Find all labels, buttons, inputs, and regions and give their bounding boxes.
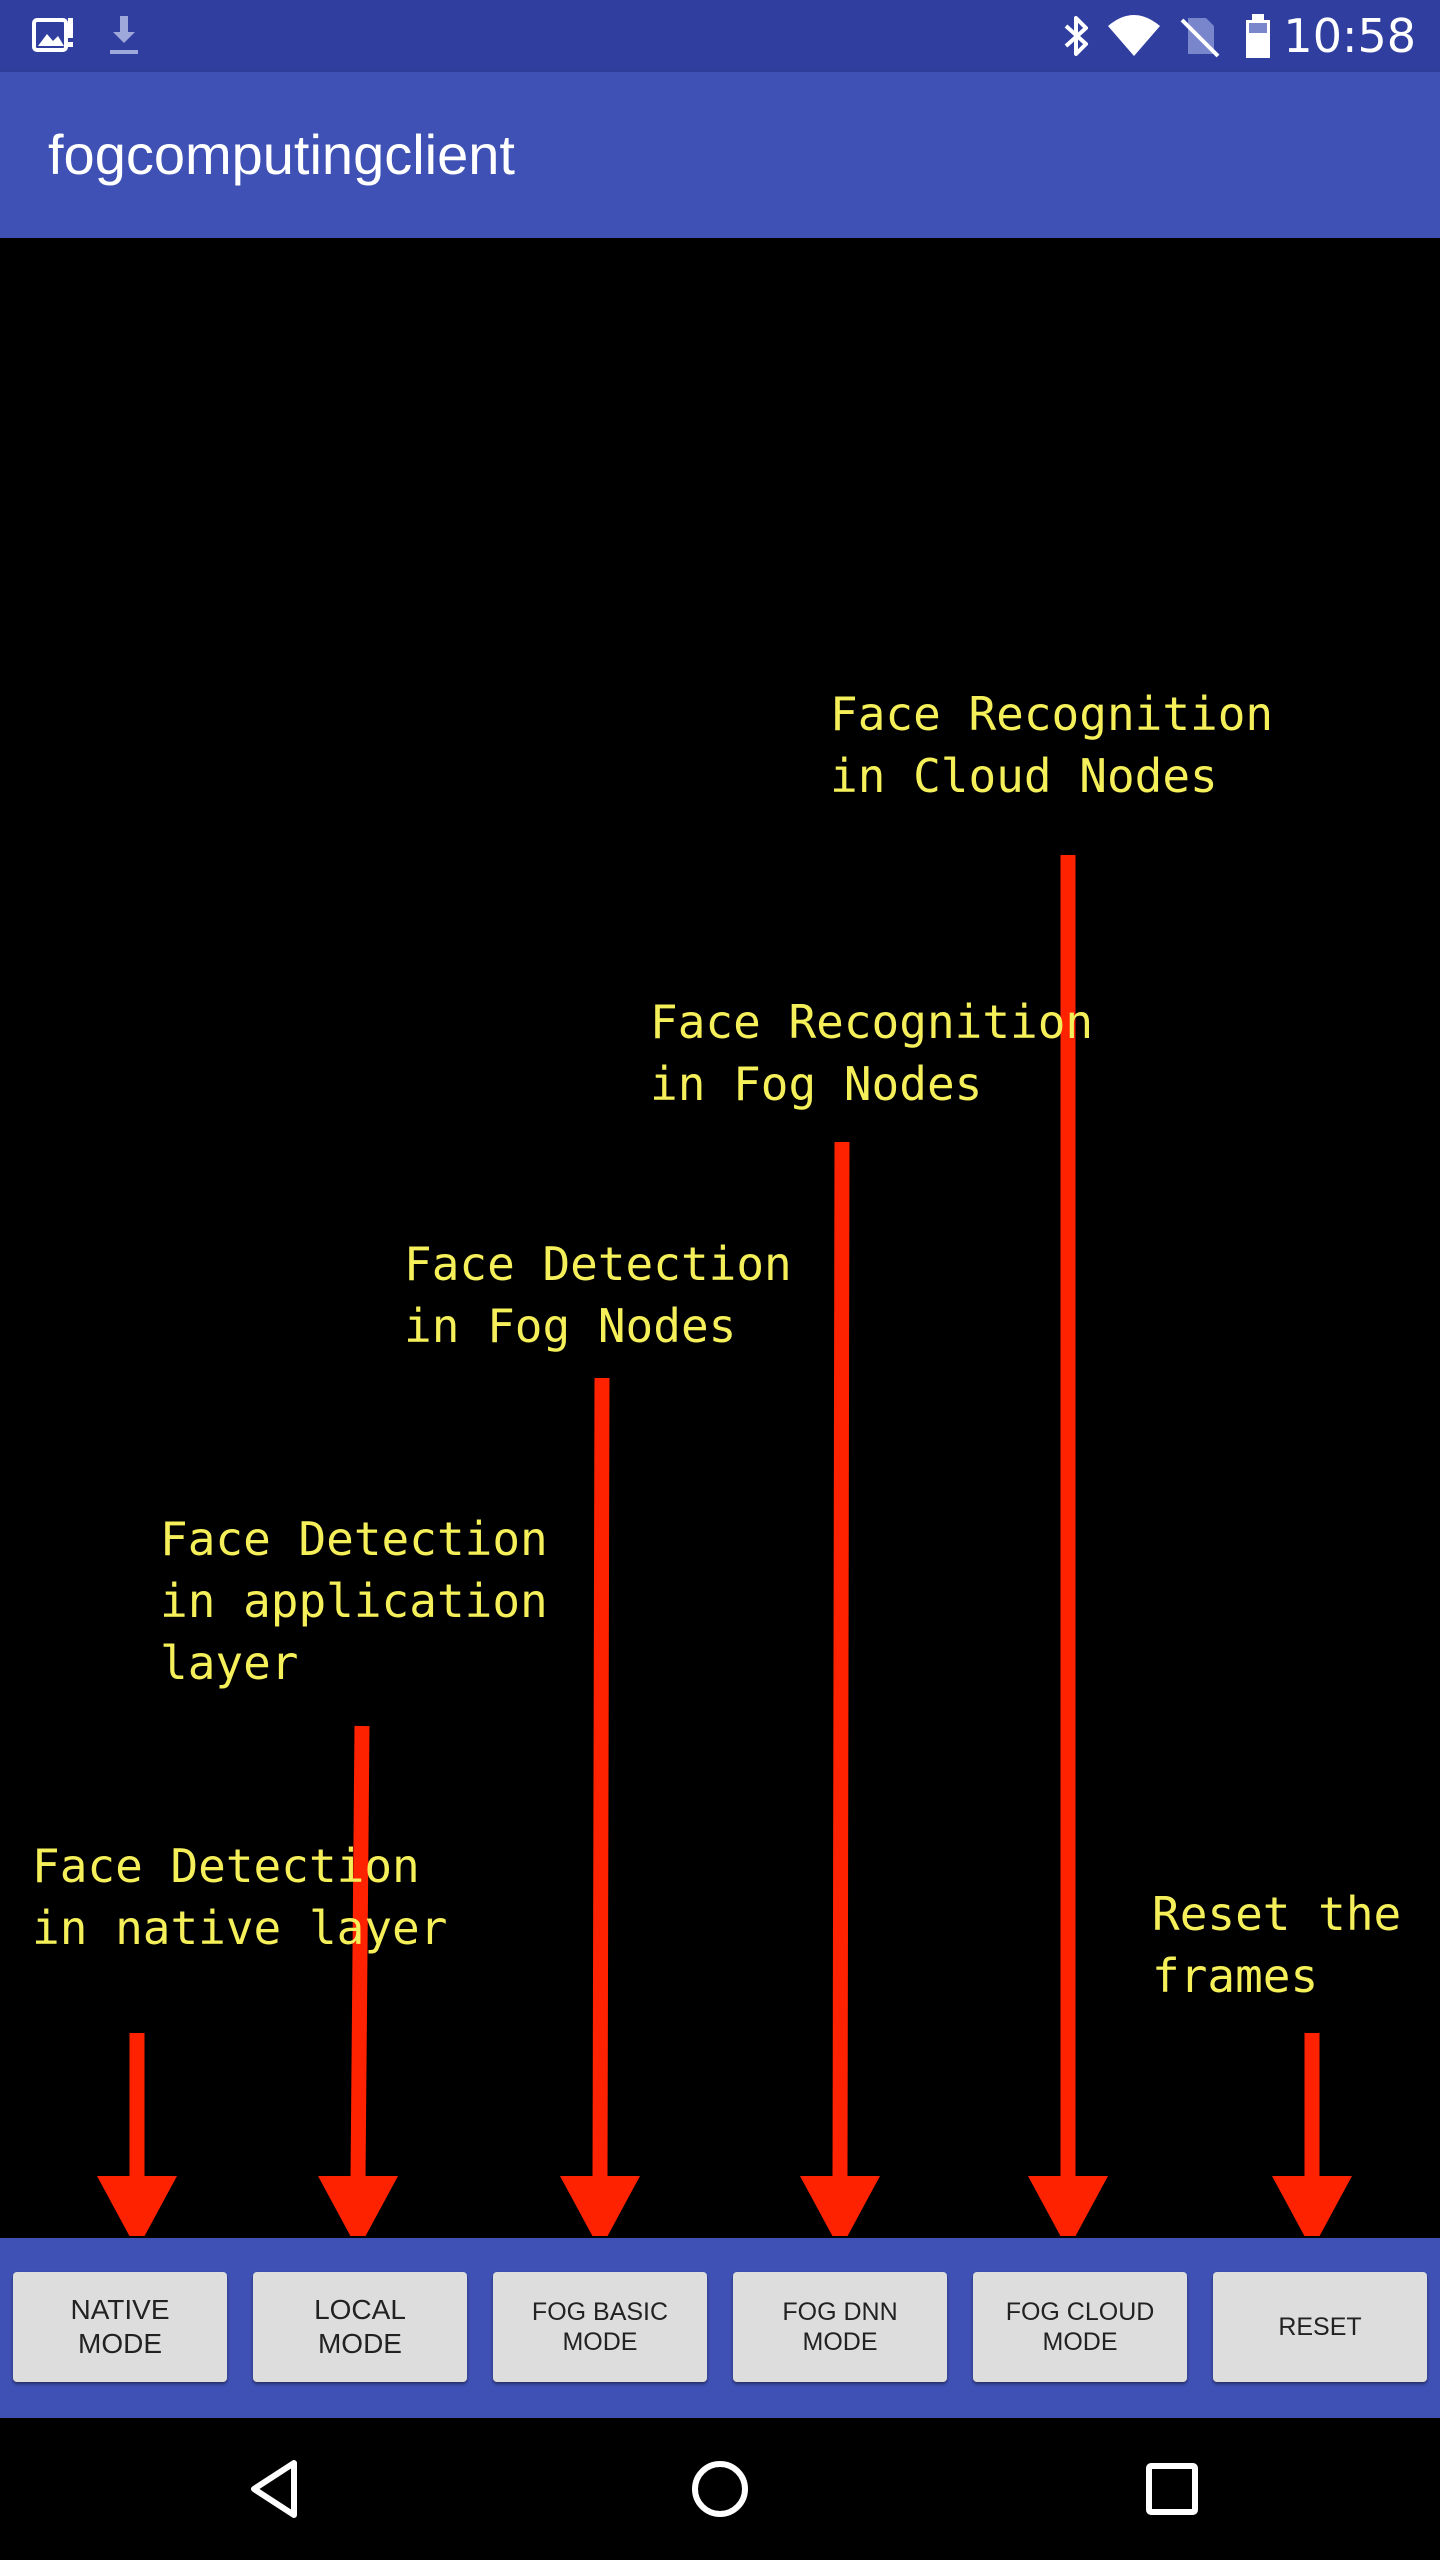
- fog-cloud-mode-button-label: FOG CLOUD MODE: [1005, 2298, 1155, 2356]
- local-mode-button-label: LOCAL MODE: [314, 2294, 406, 2359]
- fog-basic-mode-button-label: FOG BASIC MODE: [531, 2298, 669, 2356]
- bluetooth-icon: [1064, 16, 1088, 56]
- status-time: 10:58: [1283, 9, 1416, 63]
- arrow-fog-dnn: [800, 1141, 880, 2236]
- fog-basic-mode-button[interactable]: FOG BASIC MODE: [493, 2272, 707, 2382]
- fog-dnn-mode-button[interactable]: FOG DNN MODE: [733, 2272, 947, 2382]
- app-title: fogcomputingclient: [48, 123, 515, 186]
- camera-preview: Face Detection in native layer Face Dete…: [0, 238, 1440, 2236]
- battery-icon: [1246, 14, 1270, 58]
- annotation-fog-cloud-mode: Face Recognition in Cloud Nodes: [830, 687, 1274, 803]
- arrow-fog-basic: [560, 1377, 640, 2236]
- back-icon[interactable]: [236, 2449, 316, 2529]
- annotation-native-mode: Face Detection in native layer: [32, 1839, 448, 1955]
- arrow-reset: [1272, 2033, 1352, 2236]
- annotation-local-mode: Face Detection in application layer: [160, 1512, 548, 1690]
- download-icon: [110, 16, 138, 54]
- home-icon[interactable]: [680, 2449, 760, 2529]
- native-mode-button-label: NATIVE MODE: [70, 2294, 170, 2359]
- annotation-fog-basic-mode: Face Detection in Fog Nodes: [404, 1237, 792, 1353]
- reset-button-label: RESET: [1278, 2313, 1362, 2341]
- arrow-overlay: [97, 855, 1352, 2236]
- status-bar: 10:58: [0, 0, 1440, 72]
- no-sim-icon: [1180, 18, 1220, 58]
- app-bar: fogcomputingclient: [0, 72, 1440, 238]
- arrow-fog-cloud: [1028, 855, 1108, 2236]
- image-notification-icon: [32, 18, 73, 52]
- navigation-bar: [0, 2418, 1440, 2560]
- fog-dnn-mode-button-label: FOG DNN MODE: [782, 2298, 898, 2356]
- annotation-fog-dnn-mode: Face Recognition in Fog Nodes: [650, 995, 1094, 1111]
- mode-button-bar: NATIVE MODE LOCAL MODE FOG BASIC MODE FO…: [0, 2238, 1440, 2418]
- wifi-icon: [1108, 15, 1160, 56]
- recents-icon[interactable]: [1132, 2449, 1212, 2529]
- annotation-reset: Reset the frames: [1152, 1887, 1402, 2003]
- arrow-local: [318, 1725, 398, 2236]
- local-mode-button[interactable]: LOCAL MODE: [253, 2272, 467, 2382]
- native-mode-button[interactable]: NATIVE MODE: [13, 2272, 227, 2382]
- reset-button[interactable]: RESET: [1213, 2272, 1427, 2382]
- arrow-native: [97, 2033, 177, 2236]
- fog-cloud-mode-button[interactable]: FOG CLOUD MODE: [973, 2272, 1187, 2382]
